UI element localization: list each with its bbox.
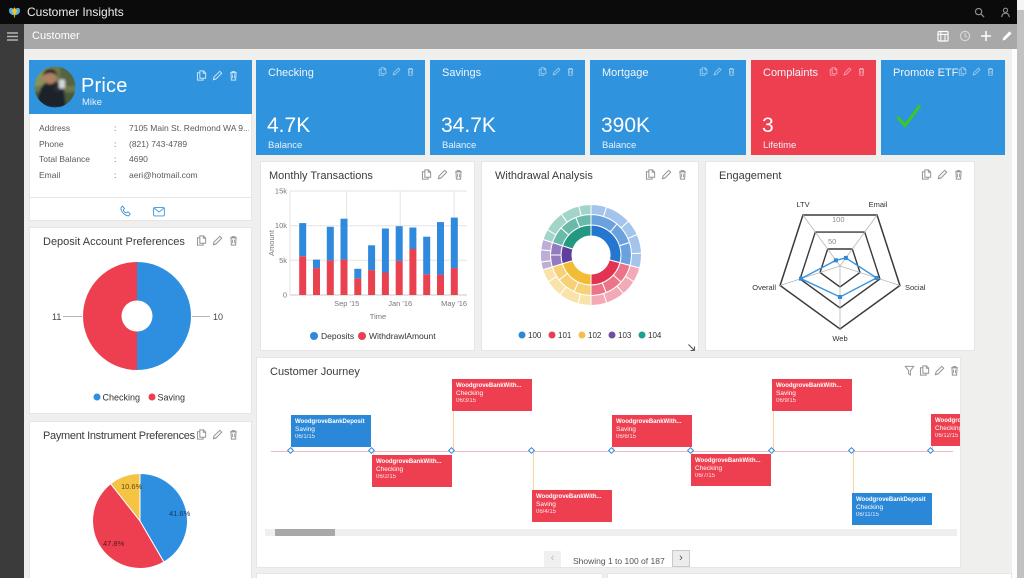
svg-text:15k: 15k	[275, 187, 287, 196]
svg-text:100: 100	[832, 215, 845, 224]
svg-text:May '16: May '16	[441, 299, 467, 308]
svg-text:10: 10	[213, 312, 223, 322]
svg-text:103: 103	[618, 331, 632, 340]
svg-text:5k: 5k	[279, 256, 287, 265]
svg-text:101: 101	[558, 331, 572, 340]
svg-text:11: 11	[52, 312, 61, 322]
svg-text:104: 104	[648, 331, 662, 340]
svg-text:Checking: Checking	[103, 393, 141, 403]
svg-text:102: 102	[588, 331, 602, 340]
svg-text:Amount: Amount	[267, 229, 276, 256]
svg-text:Social: Social	[905, 283, 926, 292]
svg-text:WithdrawlAmount: WithdrawlAmount	[369, 331, 436, 341]
svg-text:10k: 10k	[275, 221, 287, 230]
svg-text:41.6%: 41.6%	[169, 509, 191, 518]
svg-text:Jan '16: Jan '16	[388, 299, 412, 308]
svg-text:0: 0	[283, 291, 287, 300]
svg-text:Deposits: Deposits	[321, 331, 354, 341]
svg-text:Saving: Saving	[158, 393, 186, 403]
svg-text:Time: Time	[370, 312, 386, 321]
svg-text:50: 50	[828, 237, 836, 246]
svg-text:Overall: Overall	[752, 283, 776, 292]
svg-text:Sep '15: Sep '15	[334, 299, 359, 308]
svg-text:100: 100	[528, 331, 542, 340]
svg-text:47.8%: 47.8%	[103, 539, 125, 548]
svg-text:Web: Web	[832, 334, 847, 343]
svg-text:Email: Email	[869, 200, 888, 209]
svg-text:LTV: LTV	[796, 200, 809, 209]
svg-text:10.6%: 10.6%	[121, 482, 143, 491]
